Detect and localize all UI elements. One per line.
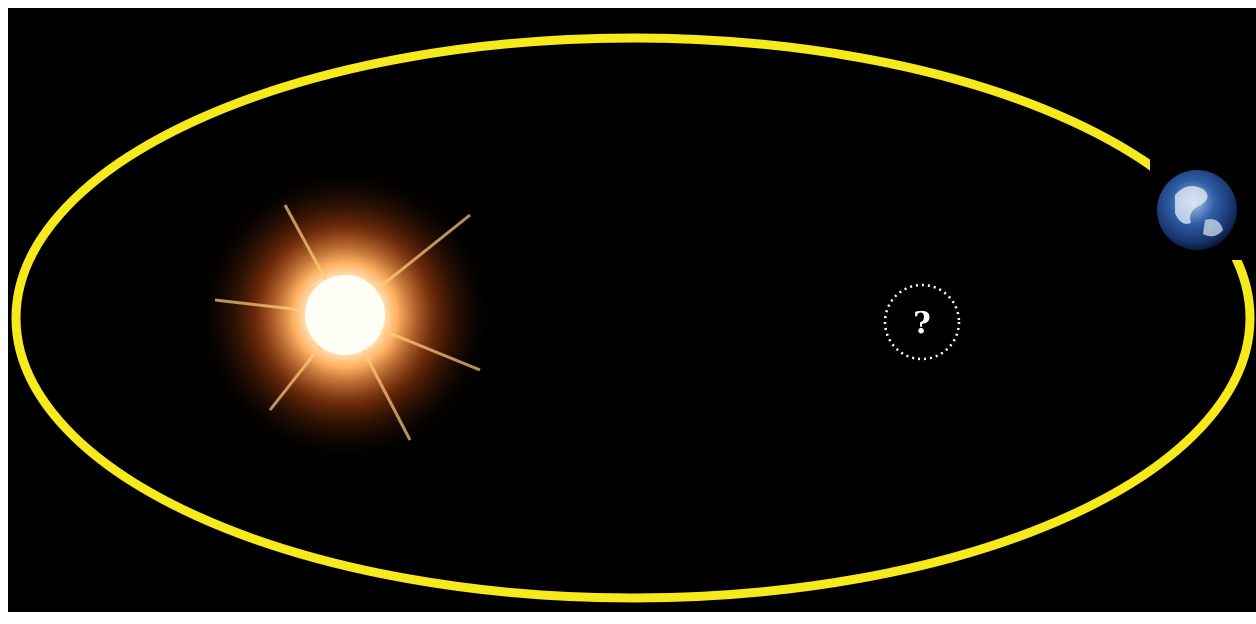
earth-globe <box>1157 170 1237 250</box>
sun <box>195 165 495 465</box>
page: ? (() => { const data = JSON.parse(docum… <box>0 0 1256 624</box>
orbit-diagram: ? <box>0 0 1256 624</box>
focus-marker: ? <box>913 306 931 341</box>
earth <box>1157 170 1237 250</box>
sun-core <box>305 275 385 355</box>
